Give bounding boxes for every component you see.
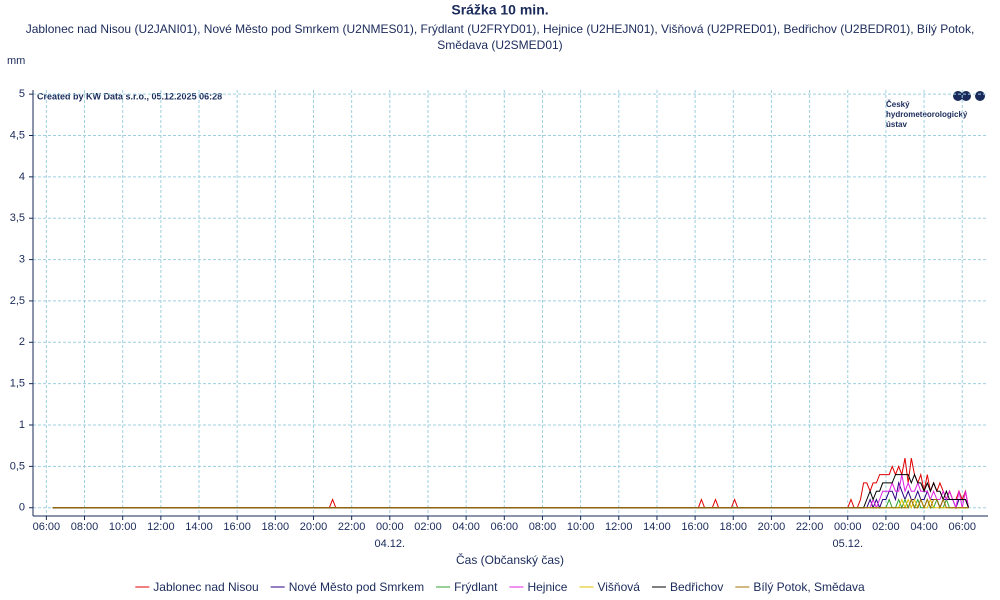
- x-tick-label: 14:00: [643, 521, 671, 533]
- series-line: [52, 481, 969, 510]
- series-line: [52, 498, 969, 510]
- legend: Jablonec nad Nisou Nové Město pod Smrkem F…: [135, 580, 865, 594]
- x-tick-label: 22:00: [796, 521, 824, 533]
- x-tick-label: 06:00: [948, 521, 976, 533]
- x-tick-label: 10:00: [567, 521, 595, 533]
- series-line: [52, 498, 969, 510]
- logo-dot: [953, 91, 963, 101]
- x-tick-label: 06:00: [33, 521, 61, 533]
- annotation: Created by KW Data s.r.o., 05.12.2025 06…: [37, 91, 222, 101]
- logo-dot: [975, 91, 985, 101]
- x-tick-label: 04:00: [452, 521, 480, 533]
- logo-text: hydrometeorologický: [886, 110, 968, 119]
- series-line: [52, 473, 969, 509]
- y-tick-label: 1: [19, 419, 25, 431]
- legend-label: Nové Město pod Smrkem: [289, 580, 424, 594]
- legend-label: Frýdlant: [454, 580, 498, 594]
- x-tick-label: 04:00: [910, 521, 938, 533]
- x-tick-label: 18:00: [262, 521, 290, 533]
- x-axis-label: Čas (Občanský čas): [456, 552, 564, 567]
- y-axis-label: mm: [7, 55, 25, 67]
- y-tick-label: 0: [19, 502, 25, 514]
- legend-label: Jablonec nad Nisou: [153, 580, 258, 594]
- series-line: [52, 474, 969, 510]
- x-tick-label: 08:00: [529, 521, 557, 533]
- x-tick-label: 00:00: [376, 521, 404, 533]
- x-tick-label: 18:00: [720, 521, 748, 533]
- series-line: [52, 458, 969, 509]
- y-tick-label: 2,5: [10, 295, 25, 307]
- y-tick-label: 0,5: [10, 460, 25, 472]
- x-tick-label: 16:00: [681, 521, 709, 533]
- y-tick-label: 2: [19, 336, 25, 348]
- chart-title: Srážka 10 min.: [451, 2, 548, 18]
- x-tick-label: 12:00: [147, 521, 175, 533]
- legend-label: Hejnice: [527, 580, 567, 594]
- y-tick-label: 4: [19, 171, 25, 183]
- x-tick-label: 10:00: [109, 521, 137, 533]
- legend-label: Bedřichov: [670, 580, 723, 594]
- x-tick-label: 20:00: [758, 521, 786, 533]
- x-tick-label: 08:00: [71, 521, 99, 533]
- series-line: [52, 498, 969, 510]
- logo-text: Český: [886, 100, 910, 109]
- y-tick-label: 1,5: [10, 378, 25, 390]
- y-tick-label: 4,5: [10, 129, 25, 141]
- logo-dot: [961, 91, 971, 101]
- y-tick-label: 5: [19, 88, 25, 100]
- x-date-label: 05.12.: [832, 538, 863, 550]
- y-tick-label: 3,5: [10, 212, 25, 224]
- x-tick-label: 02:00: [872, 521, 900, 533]
- x-tick-label: 02:00: [414, 521, 442, 533]
- x-tick-label: 06:00: [491, 521, 519, 533]
- legend-label: Višňová: [597, 580, 640, 594]
- x-tick-label: 12:00: [605, 521, 633, 533]
- x-date-label: 04.12.: [375, 538, 406, 550]
- x-tick-label: 14:00: [185, 521, 213, 533]
- x-tick-label: 00:00: [834, 521, 862, 533]
- x-tick-label: 16:00: [223, 521, 251, 533]
- chart-subtitle: Jablonec nad Nisou (U2JANI01), Nové Měst…: [25, 22, 975, 52]
- y-tick-label: 3: [19, 253, 25, 265]
- x-tick-label: 22:00: [338, 521, 366, 533]
- logo-text: ústav: [886, 120, 907, 129]
- x-tick-label: 20:00: [300, 521, 328, 533]
- legend-label: Bílý Potok, Smědava: [753, 580, 865, 594]
